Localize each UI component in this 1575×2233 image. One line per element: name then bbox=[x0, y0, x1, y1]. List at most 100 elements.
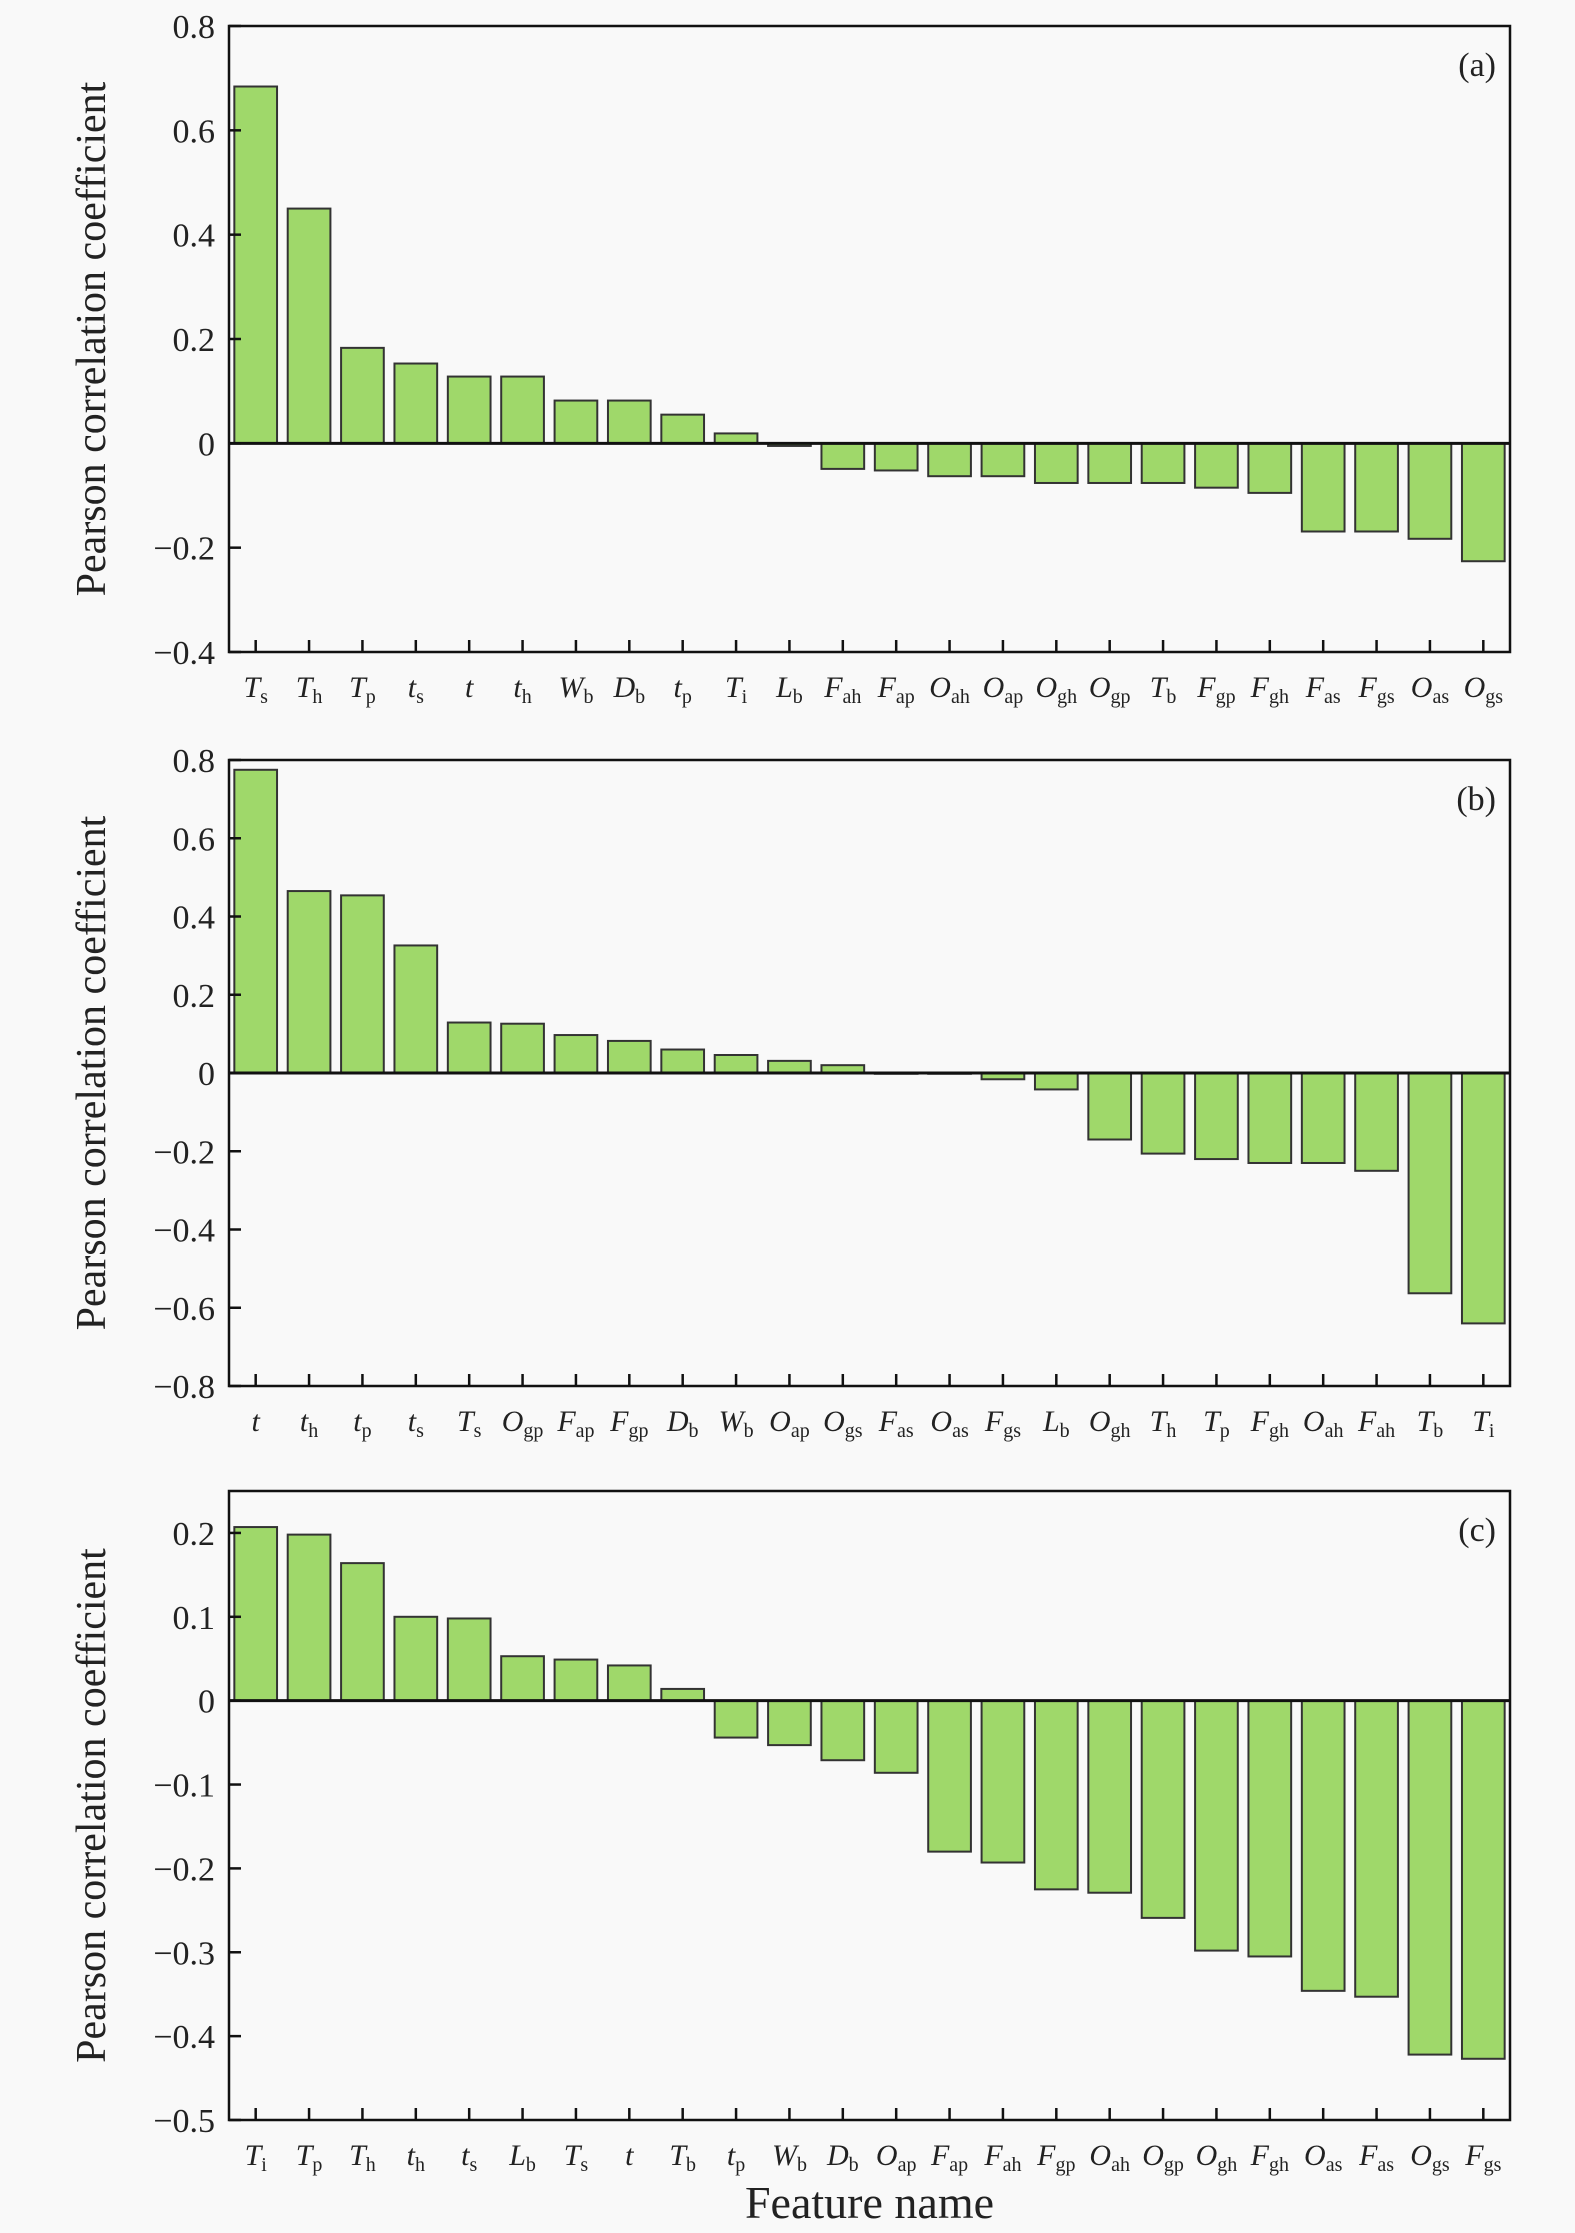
bar bbox=[660, 1048, 706, 1075]
y-tick-label: −0.1 bbox=[153, 1768, 215, 1805]
bar bbox=[1460, 1699, 1506, 2060]
y-tick-label: −0.2 bbox=[153, 531, 215, 568]
x-tick-label: Tb bbox=[1150, 671, 1177, 708]
bar bbox=[340, 346, 385, 445]
x-tick-label: Tp bbox=[296, 2139, 323, 2176]
x-tick-label: ts bbox=[461, 2139, 477, 2176]
x-tick-label: ts bbox=[408, 671, 424, 708]
x-tick-label: Tp bbox=[349, 671, 376, 708]
bar bbox=[1247, 442, 1293, 494]
y-axis-label: Pearson correlation coefficient bbox=[69, 1548, 115, 2063]
x-tick-label: Db bbox=[826, 2139, 859, 2176]
bar bbox=[1300, 1072, 1346, 1164]
y-tick-label: 0.2 bbox=[173, 322, 216, 359]
bar bbox=[873, 1699, 919, 1774]
bar bbox=[553, 1658, 599, 1702]
bar bbox=[233, 768, 279, 1074]
y-tick-label: −0.4 bbox=[153, 1213, 215, 1250]
bar bbox=[606, 399, 652, 445]
y-tick-label: −0.5 bbox=[153, 2103, 215, 2140]
x-tick-label: Lb bbox=[775, 671, 803, 708]
bar bbox=[233, 85, 279, 445]
x-tick-label: Fgp bbox=[1196, 671, 1235, 708]
x-tick-label: Wb bbox=[558, 671, 593, 708]
bar bbox=[713, 1054, 759, 1074]
y-tick-label: −0.3 bbox=[153, 1935, 215, 1972]
panel-a: −0.4 −0.2 0 0.2 0.4 0.6 0.8 Ts Th Tp ts t th Wb Db tp Ti… bbox=[69, 9, 1512, 708]
bar bbox=[713, 1699, 759, 1739]
bar bbox=[340, 1562, 385, 1702]
x-tick-label: Fgs bbox=[1358, 671, 1395, 708]
bar bbox=[1194, 1072, 1239, 1161]
x-tick-label: Oah bbox=[1089, 2139, 1130, 2176]
bar bbox=[1300, 442, 1346, 533]
bar bbox=[1194, 1699, 1239, 1952]
x-tick-label: Ogh bbox=[1035, 671, 1077, 708]
x-tick-label: Lb bbox=[508, 2139, 536, 2176]
x-tick-label: Fgp bbox=[1036, 2139, 1075, 2176]
y-tick-label: −0.4 bbox=[153, 2019, 215, 2056]
x-tick-label: Ts bbox=[564, 2139, 589, 2176]
x-tick-label: Th bbox=[1150, 1405, 1177, 1442]
x-tick-label: Ts bbox=[243, 671, 268, 708]
bar bbox=[1460, 1072, 1506, 1325]
bar bbox=[820, 1699, 866, 1762]
bar bbox=[446, 1021, 492, 1074]
x-tick-label: Ti bbox=[1472, 1405, 1495, 1442]
bar bbox=[1354, 1699, 1399, 1998]
y-tick-label: −0.6 bbox=[153, 1291, 215, 1328]
x-tick-label: Fah bbox=[823, 671, 861, 708]
x-tick-label: tp bbox=[353, 1405, 371, 1442]
x-tick-label: Tp bbox=[1203, 1405, 1230, 1442]
bar bbox=[500, 1655, 545, 1702]
x-tick-label: t bbox=[252, 1405, 261, 1438]
x-tick-label: Ogs bbox=[1410, 2139, 1450, 2176]
x-tick-label: Ogs bbox=[823, 1405, 863, 1442]
x-tick-label: Ogs bbox=[1464, 671, 1504, 708]
bar bbox=[767, 1059, 812, 1074]
panel-label: (a) bbox=[1458, 47, 1496, 84]
y-tick-label: 0.8 bbox=[173, 9, 216, 46]
bar bbox=[1033, 1072, 1079, 1091]
panel-b: −0.8 −0.6 −0.4 −0.2 0 0.2 0.4 0.6 0.8 t th tp ts Ts Og… bbox=[69, 743, 1512, 1442]
bar bbox=[1407, 1072, 1453, 1295]
bar bbox=[393, 362, 439, 445]
x-tick-label: Oah bbox=[929, 671, 970, 708]
y-tick-label: 0.4 bbox=[173, 900, 216, 937]
x-tick-label: Db bbox=[612, 671, 645, 708]
x-tick-label: Fap bbox=[930, 2139, 968, 2176]
x-tick-label: Fgs bbox=[1464, 2139, 1501, 2176]
y-tick-label: −0.8 bbox=[153, 1369, 215, 1406]
x-tick-label: Oas bbox=[930, 1405, 969, 1442]
x-tick-label: Ogp bbox=[1089, 671, 1131, 708]
plot-frame bbox=[227, 1489, 1512, 2122]
bar bbox=[927, 1699, 972, 1853]
bar bbox=[286, 207, 332, 445]
bar bbox=[1407, 1699, 1453, 2056]
bar bbox=[1140, 442, 1186, 484]
x-tick-label: Ts bbox=[457, 1405, 482, 1442]
panel-c: −0.5 −0.4 −0.3 −0.2 −0.1 0 0.1 0.2 Ti Tp Th th ts Lb T… bbox=[69, 1489, 1512, 2228]
y-tick-label: 0 bbox=[198, 426, 215, 463]
x-tick-label: Oap bbox=[769, 1405, 810, 1442]
x-tick-label: ts bbox=[408, 1405, 424, 1442]
bar bbox=[873, 442, 919, 472]
bar bbox=[233, 1526, 279, 1702]
y-tick-label: 0.4 bbox=[173, 218, 216, 255]
x-tick-label: Ti bbox=[245, 2139, 268, 2176]
bar bbox=[1354, 442, 1399, 533]
x-tick-label: Fah bbox=[1357, 1405, 1395, 1442]
x-tick-label: Ogh bbox=[1196, 2139, 1238, 2176]
y-tick-label: 0.6 bbox=[173, 113, 216, 150]
bar bbox=[980, 442, 1026, 478]
x-tick-label: Oas bbox=[1304, 2139, 1343, 2176]
x-tick-label: Wb bbox=[772, 2139, 807, 2176]
bar bbox=[286, 890, 332, 1074]
x-tick-label: Oas bbox=[1411, 671, 1450, 708]
x-axis-label: Feature name bbox=[745, 2177, 994, 2228]
x-tick-label: th bbox=[513, 671, 531, 708]
x-tick-label: th bbox=[407, 2139, 425, 2176]
bar bbox=[553, 1034, 599, 1074]
x-tick-label: Fah bbox=[983, 2139, 1021, 2176]
